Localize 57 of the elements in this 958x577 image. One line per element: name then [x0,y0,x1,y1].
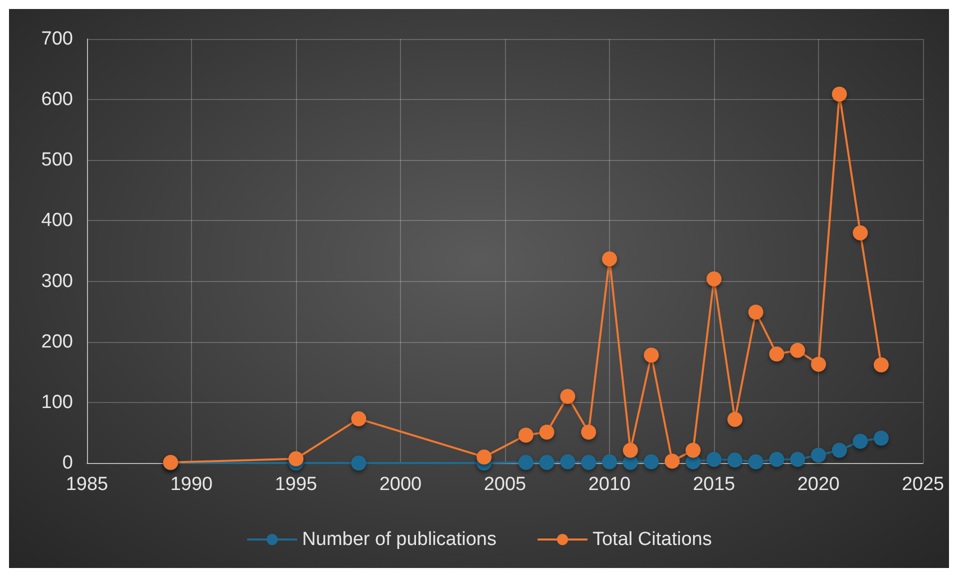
point [769,346,784,362]
point [852,225,868,240]
x-tick-label: 2005 [484,474,526,495]
x-tick-label: 1995 [274,474,318,495]
point [560,454,576,470]
point [560,388,576,404]
y-tick-label: 0 [62,452,73,474]
point [686,442,701,458]
y-tick-label: 500 [41,150,73,171]
y-tick-label: 400 [41,210,73,232]
point [581,454,596,470]
point [664,454,680,469]
point [351,411,366,426]
x-tick-label: 1985 [66,474,108,495]
point [811,356,826,372]
legend-label: Total Citations [592,529,712,550]
point [748,454,764,470]
x-tick-label: 2020 [797,474,840,495]
point [874,357,889,372]
legend-label: Number of publications [302,529,496,550]
point [644,348,659,363]
point [811,448,826,463]
point [748,304,764,320]
point [706,271,722,286]
point [706,452,722,467]
point [351,456,366,470]
point [832,442,847,458]
y-tick-label: 100 [41,392,73,413]
point [581,424,596,440]
point [602,454,617,470]
point [539,454,554,470]
x-tick-label: 2025 [902,474,944,495]
point [644,454,659,470]
point [790,452,806,467]
point [769,452,784,467]
y-tick-label: 200 [41,331,73,352]
point [518,454,534,470]
point [518,428,534,443]
y-tick-label: 300 [41,270,73,292]
point [288,451,304,466]
point [790,342,806,358]
point [727,412,742,427]
point [539,424,554,440]
point [602,251,617,266]
point [852,434,868,449]
x-tick-label: 1990 [170,474,213,495]
y-tick-label: 700 [41,28,73,50]
point [832,86,847,102]
x-tick-label: 2000 [379,474,422,495]
point [622,442,638,458]
point [727,452,742,468]
point [476,449,492,464]
point [622,454,638,470]
x-tick-label: 2010 [588,474,631,495]
x-tick-label: 2015 [692,474,736,495]
y-tick-label: 600 [41,89,73,110]
point [874,430,889,446]
